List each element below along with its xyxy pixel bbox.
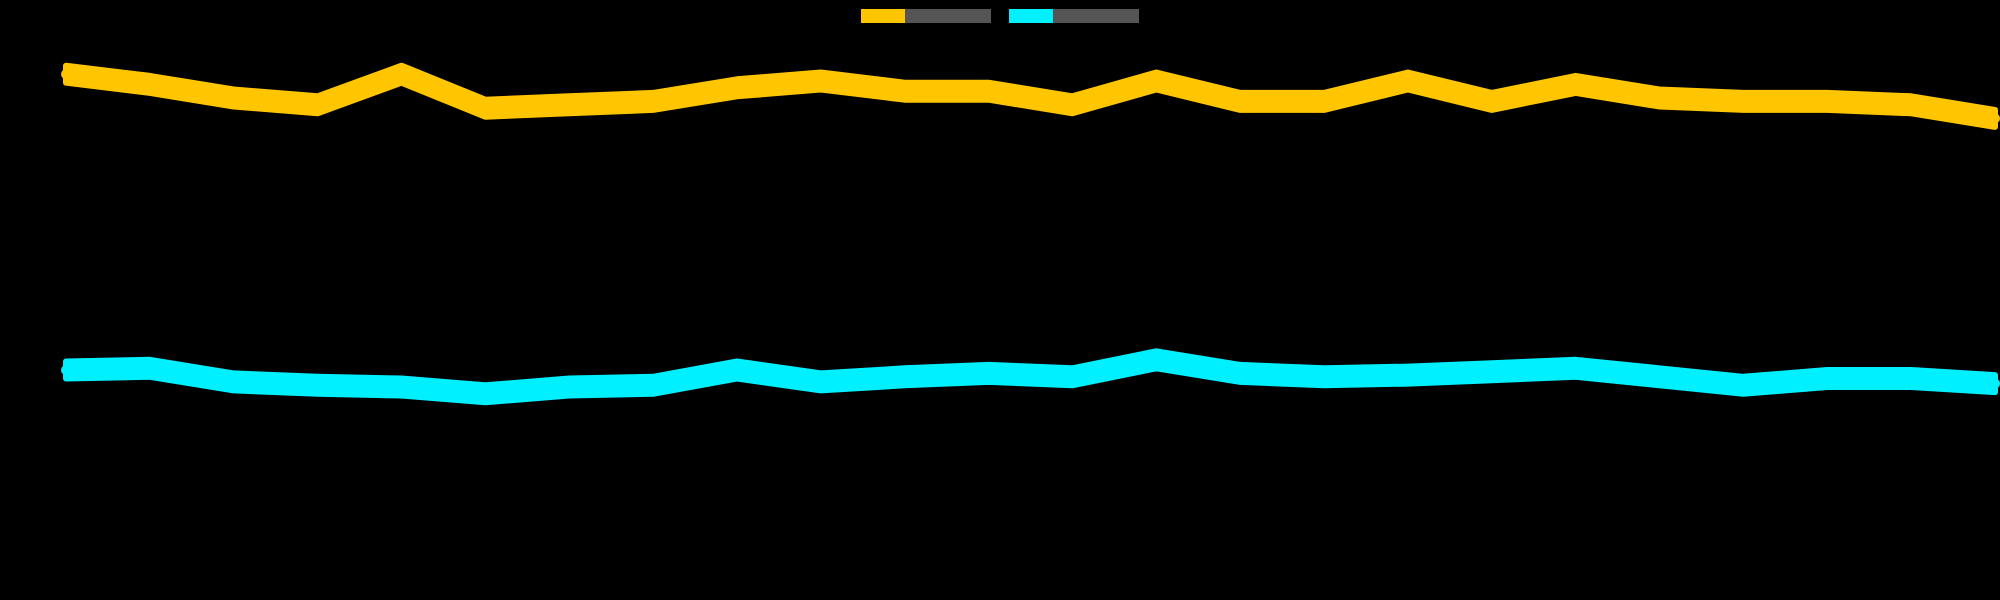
series-1 (61, 62, 2000, 130)
data-point[interactable] (1822, 96, 1833, 107)
legend-swatch-series-2 (1009, 9, 1053, 23)
data-point[interactable] (61, 365, 71, 375)
data-point[interactable] (648, 96, 659, 107)
data-point[interactable] (564, 99, 575, 110)
data-point[interactable] (1402, 370, 1413, 381)
data-point[interactable] (228, 376, 239, 387)
data-point[interactable] (1738, 96, 1749, 107)
data-point[interactable] (1402, 76, 1413, 86)
data-point[interactable] (61, 69, 71, 80)
data-point[interactable] (312, 99, 323, 110)
legend-label-series-2 (1053, 9, 1139, 23)
data-point[interactable] (983, 368, 994, 379)
data-point[interactable] (1235, 368, 1246, 379)
data-point[interactable] (396, 69, 407, 80)
data-point[interactable] (1151, 354, 1162, 365)
series-layer (61, 62, 2000, 406)
series-2 (61, 348, 2000, 406)
data-point[interactable] (144, 79, 155, 90)
data-point[interactable] (1067, 371, 1078, 382)
data-point[interactable] (815, 76, 826, 86)
data-point[interactable] (1654, 371, 1665, 382)
data-point[interactable] (144, 363, 155, 374)
data-point[interactable] (1822, 373, 1833, 384)
legend-item-series-2[interactable] (1009, 9, 1139, 23)
data-point[interactable] (312, 380, 323, 391)
data-point[interactable] (1319, 96, 1329, 107)
data-point[interactable] (480, 103, 491, 114)
legend-item-series-1[interactable] (861, 9, 991, 23)
data-point[interactable] (899, 86, 910, 97)
data-point[interactable] (480, 388, 491, 399)
data-point[interactable] (564, 382, 575, 392)
data-point[interactable] (1067, 99, 1078, 110)
data-point[interactable] (899, 371, 910, 382)
data-point[interactable] (732, 82, 742, 93)
data-point[interactable] (1151, 76, 1162, 86)
data-point[interactable] (1990, 113, 2000, 124)
data-point[interactable] (983, 86, 994, 97)
chart-legend (0, 6, 2000, 26)
data-point[interactable] (228, 93, 239, 103)
data-point[interactable] (1906, 373, 1917, 384)
data-point[interactable] (1235, 96, 1246, 107)
legend-label-series-1 (905, 9, 991, 23)
data-point[interactable] (1319, 371, 1329, 382)
data-point[interactable] (732, 365, 742, 375)
data-point[interactable] (1738, 380, 1749, 391)
series-line (62, 355, 1999, 398)
legend-swatch-series-1 (861, 9, 905, 23)
data-point[interactable] (396, 382, 407, 392)
data-point[interactable] (1906, 99, 1917, 110)
series-line (62, 70, 1999, 123)
data-point[interactable] (1654, 93, 1665, 103)
data-point[interactable] (648, 380, 659, 391)
data-point[interactable] (1570, 363, 1581, 374)
data-point[interactable] (1570, 79, 1581, 90)
data-point[interactable] (1486, 366, 1497, 377)
data-point[interactable] (1990, 378, 2000, 389)
data-point[interactable] (815, 376, 826, 387)
data-point[interactable] (1486, 96, 1497, 107)
